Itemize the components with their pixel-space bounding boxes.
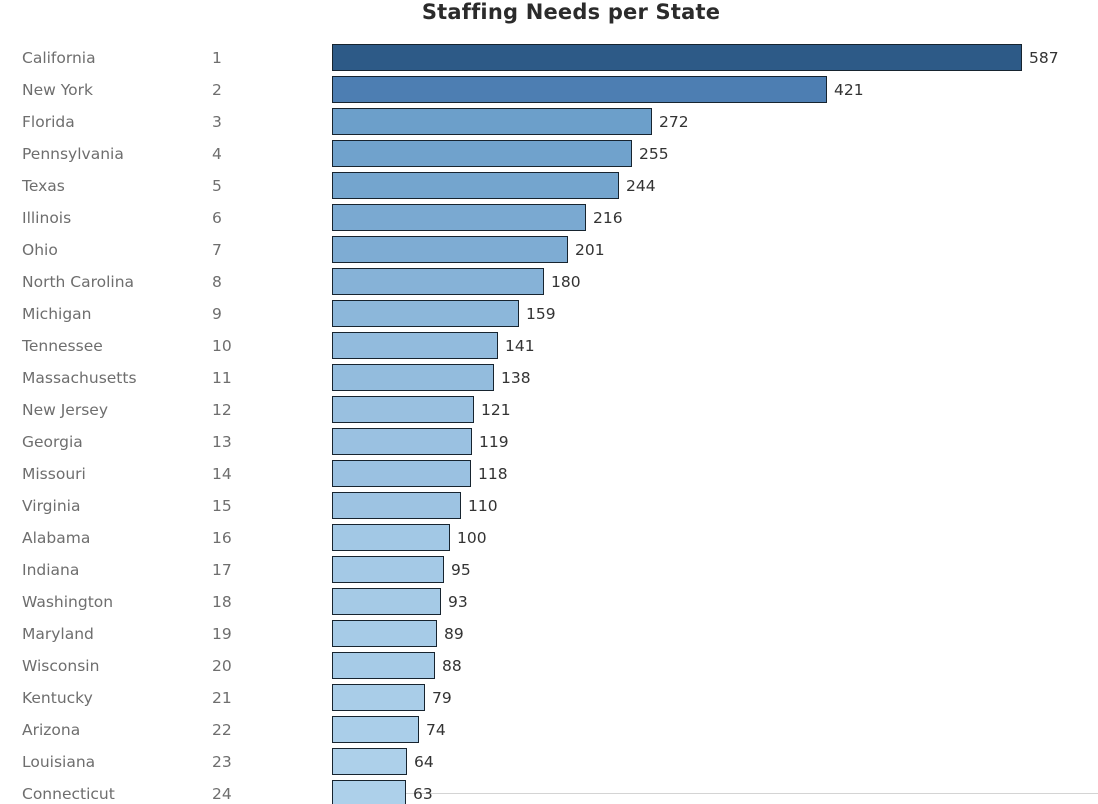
value-label: 118 [478,464,508,483]
rank-label: 1 [212,48,222,67]
state-label: California [22,48,96,67]
bar[interactable] [332,140,632,167]
rank-label: 4 [212,144,222,163]
value-label: 119 [479,432,509,451]
state-label: Michigan [22,304,92,323]
bar[interactable] [332,780,406,804]
rank-label: 8 [212,272,222,291]
rank-label: 17 [212,560,232,579]
state-label: Indiana [22,560,80,579]
bar[interactable] [332,428,472,455]
bar[interactable] [332,332,498,359]
value-label: 88 [442,656,462,675]
rank-label: 21 [212,688,232,707]
rank-label: 5 [212,176,222,195]
bar[interactable] [332,652,435,679]
bar[interactable] [332,716,419,743]
bar[interactable] [332,620,437,647]
state-label: Virginia [22,496,81,515]
state-label: Connecticut [22,784,115,803]
value-label: 587 [1029,48,1059,67]
bar[interactable] [332,748,407,775]
state-label: Ohio [22,240,58,259]
state-label: Alabama [22,528,91,547]
state-label: Illinois [22,208,72,227]
bar[interactable] [332,396,474,423]
value-label: 421 [834,80,864,99]
value-label: 93 [448,592,468,611]
rank-label: 14 [212,464,232,483]
rank-label: 2 [212,80,222,99]
chart-title: Staffing Needs per State [421,0,721,24]
state-label: Pennsylvania [22,144,124,163]
value-label: 272 [659,112,689,131]
value-label: 74 [426,720,446,739]
rank-label: 10 [212,336,232,355]
bar[interactable] [332,556,444,583]
value-label: 89 [444,624,464,643]
bar[interactable] [332,588,441,615]
state-label: Massachusetts [22,368,137,387]
value-label: 201 [575,240,605,259]
bar[interactable] [332,108,652,135]
value-label: 216 [593,208,623,227]
rank-label: 16 [212,528,232,547]
state-label: New Jersey [22,400,108,419]
bar[interactable] [332,300,519,327]
value-label: 79 [432,688,452,707]
state-label: Louisiana [22,752,96,771]
value-label: 110 [468,496,498,515]
state-label: Missouri [22,464,86,483]
bar[interactable] [332,684,425,711]
bottom-axis-line [332,793,1098,794]
value-label: 95 [451,560,471,579]
value-label: 141 [505,336,535,355]
rank-label: 11 [212,368,232,387]
rank-label: 12 [212,400,232,419]
bar[interactable] [332,172,619,199]
bar[interactable] [332,268,544,295]
value-label: 244 [626,176,656,195]
state-label: Washington [22,592,114,611]
rank-label: 24 [212,784,232,803]
bar[interactable] [332,236,568,263]
state-label: Kentucky [22,688,93,707]
rank-label: 3 [212,112,222,131]
state-label: North Carolina [22,272,135,291]
state-label: Florida [22,112,75,131]
bar[interactable] [332,524,450,551]
value-label: 100 [457,528,487,547]
value-label: 255 [639,144,669,163]
state-label: Georgia [22,432,83,451]
state-label: Arizona [22,720,81,739]
state-label: Wisconsin [22,656,100,675]
value-label: 64 [414,752,434,771]
bar[interactable] [332,364,494,391]
bar[interactable] [332,76,827,103]
rank-label: 20 [212,656,232,675]
state-label: New York [22,80,93,99]
rank-label: 13 [212,432,232,451]
value-label: 63 [413,784,433,803]
value-label: 180 [551,272,581,291]
rank-label: 15 [212,496,232,515]
rank-label: 18 [212,592,232,611]
bar[interactable] [332,460,471,487]
state-label: Tennessee [22,336,103,355]
rank-label: 7 [212,240,222,259]
bar[interactable] [332,204,586,231]
value-label: 121 [481,400,511,419]
state-label: Texas [22,176,65,195]
rank-label: 6 [212,208,222,227]
bar[interactable] [332,492,461,519]
rank-label: 9 [212,304,222,323]
bar[interactable] [332,44,1022,71]
value-label: 138 [501,368,531,387]
value-label: 159 [526,304,556,323]
state-label: Maryland [22,624,94,643]
rank-label: 22 [212,720,232,739]
rank-label: 23 [212,752,232,771]
rank-label: 19 [212,624,232,643]
